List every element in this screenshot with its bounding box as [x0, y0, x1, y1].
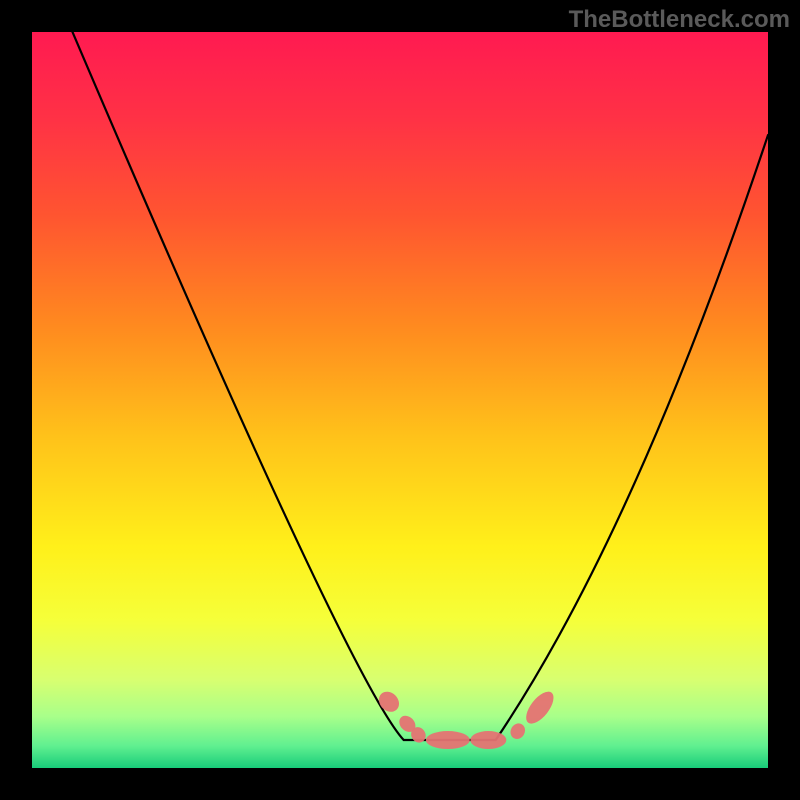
watermark-text: TheBottleneck.com	[569, 6, 790, 34]
bottleneck-chart	[32, 32, 768, 768]
highlight-marker	[426, 731, 470, 749]
chart-container: TheBottleneck.com	[0, 0, 800, 800]
highlight-marker	[470, 731, 506, 749]
chart-background	[32, 32, 768, 768]
